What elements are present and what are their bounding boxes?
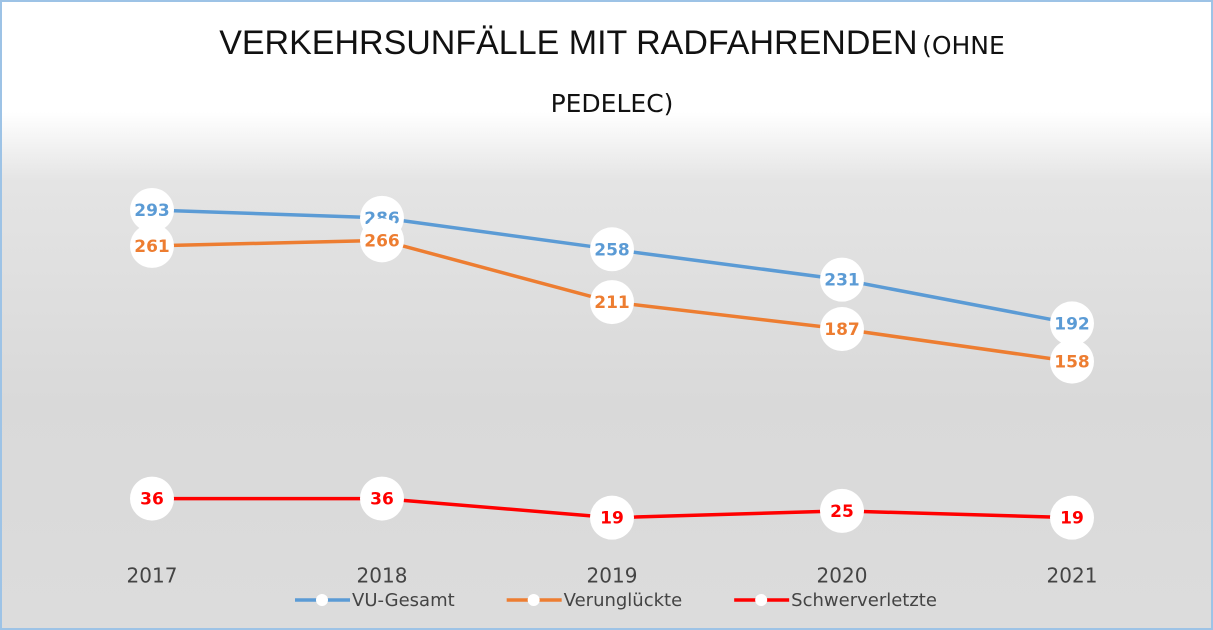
data-label: 211	[594, 293, 630, 313]
data-label: 261	[134, 237, 170, 257]
data-label: 36	[140, 490, 164, 510]
data-label: 25	[830, 502, 854, 522]
legend-label: VU-Gesamt	[352, 590, 455, 611]
legend-label: Schwerverletzte	[791, 590, 937, 611]
data-label: 158	[1054, 353, 1090, 373]
legend-marker	[316, 594, 328, 606]
title-main: VERKEHRSUNFÄLLE MIT RADFAHRENDEN	[219, 24, 918, 62]
data-point	[1050, 301, 1094, 346]
chart-title: VERKEHRSUNFÄLLE MIT RADFAHRENDEN (OHNE P…	[162, 16, 1062, 135]
x-tick-label: 2020	[817, 564, 868, 588]
data-point	[590, 495, 634, 540]
data-point	[130, 223, 174, 268]
data-point	[1050, 495, 1094, 540]
data-point	[820, 257, 864, 302]
data-point	[130, 188, 174, 233]
title-sub: (OHNE PEDELEC)	[550, 31, 1005, 118]
data-label: 258	[594, 240, 630, 260]
data-point	[590, 227, 634, 272]
x-tick-label: 2018	[357, 564, 408, 588]
legend-label: Verunglückte	[564, 590, 683, 611]
legend-marker	[755, 594, 768, 606]
data-point	[130, 476, 174, 521]
data-label: 19	[600, 509, 624, 529]
data-label: 231	[824, 271, 860, 291]
data-point	[820, 488, 864, 533]
x-tick-label: 2021	[1047, 564, 1098, 588]
x-tick-label: 2017	[127, 564, 178, 588]
data-label: 19	[1060, 509, 1084, 529]
legend-marker	[527, 594, 540, 606]
data-label: 36	[370, 490, 394, 510]
data-point	[1050, 339, 1094, 384]
data-label: 187	[824, 320, 860, 340]
data-label: 266	[364, 231, 400, 251]
data-label: 293	[134, 201, 170, 221]
data-point	[590, 280, 634, 325]
data-point	[820, 307, 864, 352]
data-point	[360, 476, 404, 521]
data-label: 192	[1054, 314, 1090, 334]
x-tick-label: 2019	[587, 564, 638, 588]
data-point	[360, 218, 404, 263]
